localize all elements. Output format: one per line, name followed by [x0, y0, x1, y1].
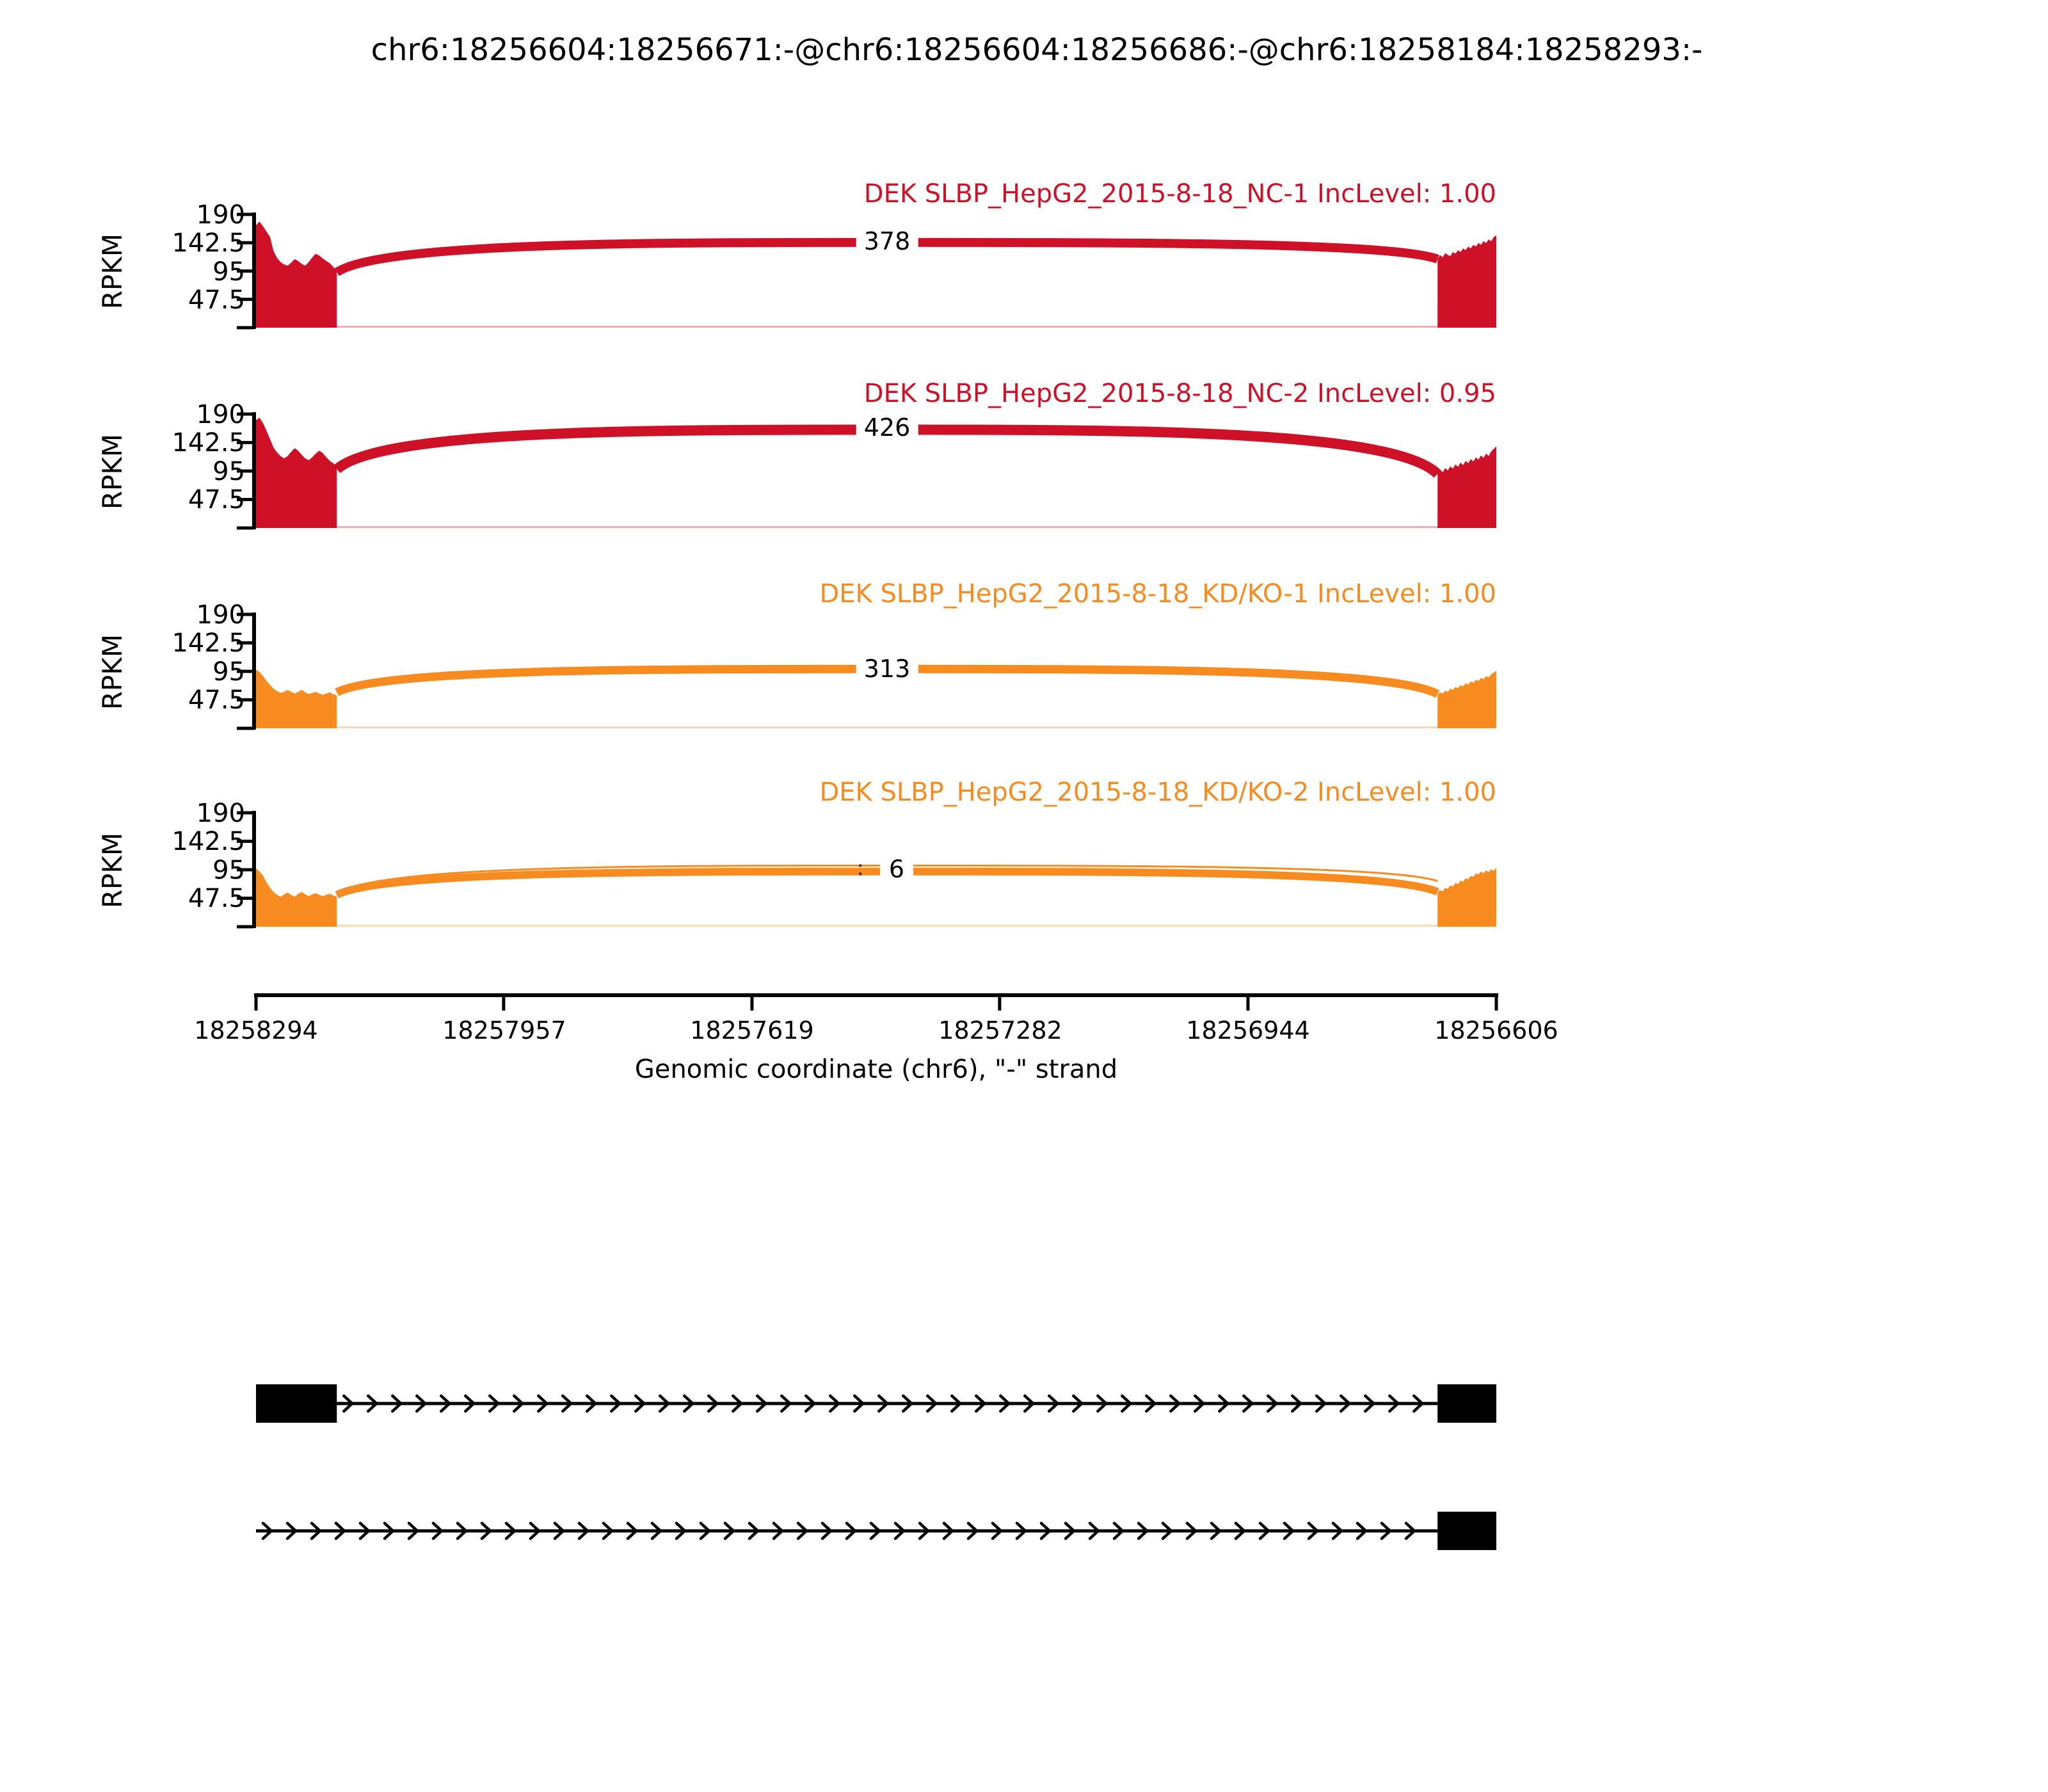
track-4-obscured-junction-fragment: ∶	[858, 858, 863, 883]
track-2-ytick-95: 95	[212, 457, 245, 486]
track-1-ytick-190: 190	[196, 200, 245, 230]
track-4-ytick-95: 95	[212, 856, 245, 885]
page-title: chr6:18256604:18256671:-@chr6:18256604:1…	[371, 32, 1703, 68]
track-1-ytick-142: 142.5	[172, 228, 245, 258]
track-4-ytick-142: 142.5	[172, 827, 245, 856]
track-4-title: DEK SLBP_HepG2_2015-8-18_KD/KO-2 IncLeve…	[819, 778, 1496, 807]
xtick-18258294: 18258294	[194, 1016, 318, 1044]
track-1-junction-count: 378	[856, 227, 918, 255]
track-2-junction-count: 426	[856, 413, 918, 442]
track-4-junction-label-group: ∶ 6	[858, 855, 914, 883]
track-3-title: DEK SLBP_HepG2_2015-8-18_KD/KO-1 IncLeve…	[819, 579, 1496, 609]
track-3-junction-count: 313	[856, 655, 918, 683]
xtick-18256944: 18256944	[1186, 1016, 1310, 1044]
xtick-18257282: 18257282	[938, 1016, 1062, 1044]
xtick-18256606: 18256606	[1434, 1016, 1558, 1044]
track-2-ytick-47: 47.5	[188, 485, 245, 515]
track-4-ytick-47: 47.5	[188, 884, 245, 913]
track-4-ytick-190: 190	[196, 799, 245, 828]
track-4-junction-count: 6	[879, 855, 914, 883]
xtick-18257619: 18257619	[690, 1016, 814, 1044]
track-1-ytick-95: 95	[212, 257, 245, 287]
track-3-ytick-142: 142.5	[172, 628, 245, 658]
xtick-18257957: 18257957	[442, 1016, 566, 1044]
track-2-ytick-142: 142.5	[172, 428, 245, 458]
track-2-ytick-190: 190	[196, 400, 245, 429]
track-3-ytick-47: 47.5	[188, 685, 245, 715]
track-3-ytick-190: 190	[196, 600, 245, 630]
track-3-ytick-95: 95	[212, 657, 245, 687]
track-1-title: DEK SLBP_HepG2_2015-8-18_NC-1 IncLevel: …	[863, 179, 1496, 209]
track-2-title: DEK SLBP_HepG2_2015-8-18_NC-2 IncLevel: …	[863, 379, 1496, 408]
track-1-ytick-47: 47.5	[188, 285, 245, 315]
x-axis-title: Genomic coordinate (chr6), "-" strand	[634, 1055, 1118, 1084]
